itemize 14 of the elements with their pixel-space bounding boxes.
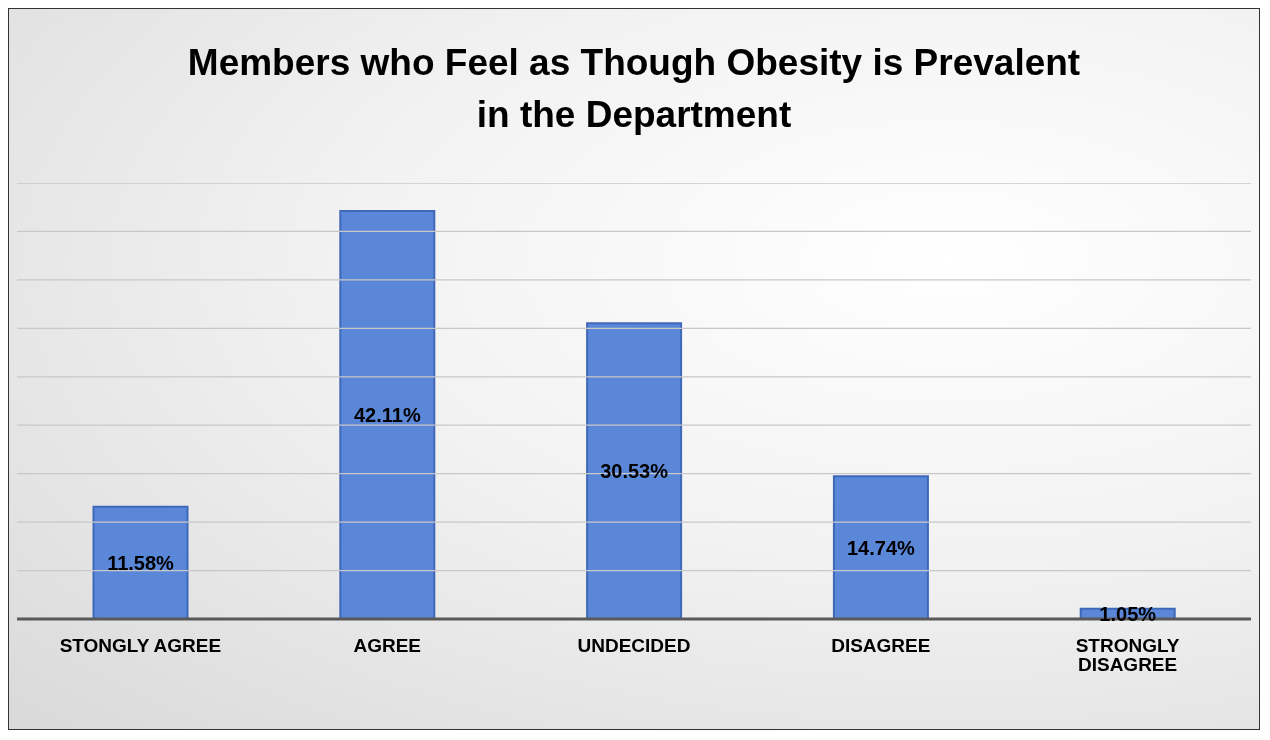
data-label: 42.11% [353, 404, 421, 427]
x-tick-label: STONGLY AGREE [59, 635, 222, 657]
bar [832, 475, 929, 619]
data-label: 30.53% [600, 460, 669, 483]
bar [92, 505, 189, 619]
x-tick-label: DISAGREE [831, 635, 931, 657]
x-tick-label: AGREE [353, 635, 421, 657]
data-label: 14.74% [846, 536, 916, 559]
chart-title: Members who Feel as Though Obesity is Prevalent in the Department [186, 41, 1082, 137]
x-tick-label: STRONGLY DISAGREE [1075, 635, 1180, 676]
bar [339, 210, 436, 619]
x-tick-label: UNDECIDED [577, 635, 691, 657]
bar [586, 322, 683, 619]
data-label: 11.58% [107, 552, 175, 574]
